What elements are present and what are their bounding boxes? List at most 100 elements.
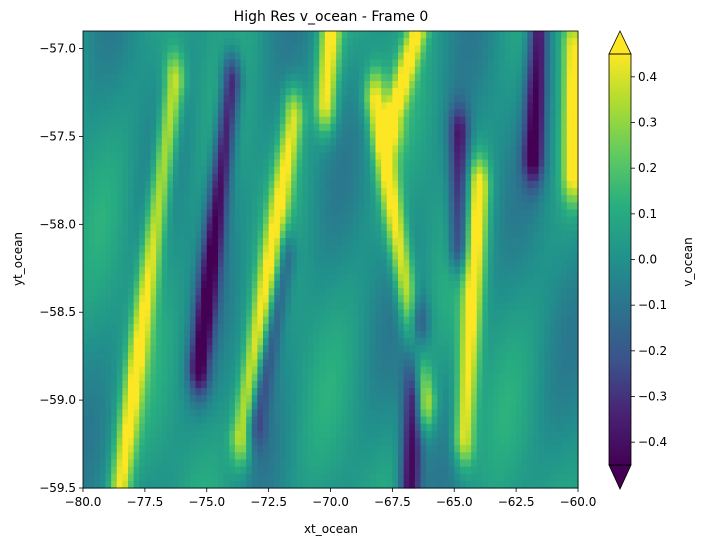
heatmap-cell	[414, 388, 422, 396]
heatmap-cell	[184, 109, 191, 118]
heatmap-cell	[189, 66, 197, 75]
heatmap-cell	[285, 430, 292, 439]
heatmap-cell	[499, 130, 506, 139]
heatmap-cell	[336, 245, 343, 253]
heatmap-cell	[161, 273, 168, 282]
heatmap-cell	[364, 109, 371, 118]
heatmap-cell	[510, 273, 517, 282]
heatmap-cell	[139, 395, 146, 403]
heatmap-cell	[279, 195, 287, 203]
heatmap-cell	[229, 388, 236, 396]
heatmap-cell	[330, 180, 337, 189]
heatmap-cell	[341, 238, 348, 246]
heatmap-cell	[139, 195, 146, 203]
heatmap-cell	[516, 116, 523, 125]
heatmap-cell	[279, 409, 287, 418]
heatmap-cell	[313, 138, 320, 146]
heatmap-cell	[482, 280, 489, 289]
heatmap-cell	[443, 116, 450, 125]
heatmap-cell	[504, 302, 512, 311]
heatmap-cell	[263, 288, 270, 296]
heatmap-cell	[459, 338, 467, 346]
heatmap-cell	[319, 138, 326, 146]
heatmap-cell	[381, 52, 388, 61]
heatmap-cell	[263, 430, 270, 439]
heatmap-cell	[471, 330, 478, 339]
heatmap-cell	[302, 166, 309, 175]
heatmap-cell	[105, 416, 112, 425]
heatmap-cell	[426, 31, 433, 39]
heatmap-cell	[302, 416, 309, 425]
heatmap-cell	[201, 416, 208, 425]
heatmap-cell	[133, 31, 140, 39]
heatmap-cell	[533, 80, 540, 89]
heatmap-cell	[437, 366, 444, 375]
heatmap-cell	[246, 338, 253, 346]
heatmap-cell	[499, 152, 506, 161]
heatmap-cell	[476, 373, 483, 382]
heatmap-cell	[240, 52, 247, 61]
heatmap-cell	[83, 223, 90, 232]
heatmap-cell	[482, 366, 489, 375]
heatmap-cell	[364, 102, 371, 111]
heatmap-cell	[156, 173, 163, 182]
heatmap-cell	[448, 409, 455, 418]
heatmap-cell	[493, 316, 500, 325]
heatmap-cell	[454, 245, 461, 253]
heatmap-cell	[330, 80, 337, 89]
heatmap-cell	[195, 309, 202, 318]
heatmap-cell	[521, 202, 528, 211]
heatmap-cell	[398, 202, 405, 211]
heatmap-cell	[448, 38, 455, 46]
heatmap-cell	[538, 238, 545, 246]
heatmap-cell	[234, 323, 242, 332]
heatmap-cell	[313, 430, 320, 439]
heatmap-cell	[111, 266, 118, 275]
heatmap-cell	[347, 102, 354, 111]
heatmap-cell	[189, 252, 197, 261]
heatmap-cell	[139, 31, 146, 39]
heatmap-cell	[99, 338, 107, 346]
heatmap-cell	[218, 180, 225, 189]
heatmap-cell	[403, 109, 410, 118]
heatmap-cell	[431, 38, 438, 46]
heatmap-cell	[291, 38, 298, 46]
heatmap-cell	[229, 409, 236, 418]
heatmap-cell	[375, 59, 382, 68]
heatmap-cell	[437, 138, 444, 146]
heatmap-cell	[195, 80, 202, 89]
heatmap-cell	[184, 173, 191, 182]
heatmap-cell	[128, 359, 135, 368]
heatmap-cell	[566, 195, 573, 203]
heatmap-cell	[251, 423, 258, 432]
heatmap-cell	[302, 345, 309, 353]
heatmap-cell	[308, 216, 315, 225]
heatmap-cell	[504, 380, 512, 389]
heatmap-cell	[471, 45, 478, 54]
heatmap-cell	[212, 188, 219, 196]
heatmap-cell	[375, 88, 382, 96]
heatmap-cell	[364, 59, 371, 68]
heatmap-cell	[572, 195, 579, 203]
heatmap-cell	[330, 88, 337, 96]
heatmap-cell	[516, 373, 523, 382]
heatmap-cell	[246, 245, 253, 253]
heatmap-cell	[516, 138, 523, 146]
heatmap-cell	[201, 295, 208, 303]
heatmap-cell	[218, 352, 225, 361]
heatmap-cell	[499, 66, 506, 75]
heatmap-cell	[161, 80, 168, 89]
heatmap-cell	[223, 338, 230, 346]
heatmap-cell	[291, 266, 298, 275]
heatmap-cell	[336, 88, 343, 96]
heatmap-cell	[420, 380, 427, 389]
heatmap-cell	[330, 352, 337, 361]
heatmap-cell	[274, 345, 281, 353]
heatmap-cell	[212, 80, 219, 89]
heatmap-cell	[184, 38, 191, 46]
heatmap-cell	[414, 145, 422, 153]
heatmap-cell	[516, 345, 523, 353]
heatmap-cell	[99, 402, 107, 411]
heatmap-cell	[386, 359, 393, 368]
heatmap-cell	[133, 359, 140, 368]
